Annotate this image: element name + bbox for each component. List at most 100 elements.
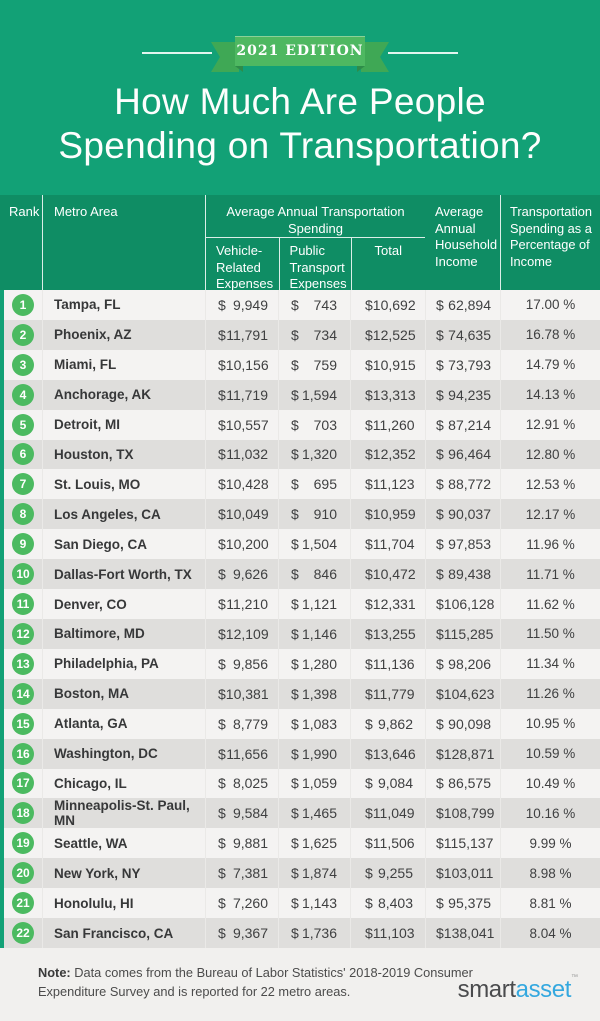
rank-cell: 19 bbox=[4, 828, 42, 858]
currency-symbol: $ bbox=[365, 416, 373, 433]
total-spending-cell: $ 10,692 bbox=[350, 290, 425, 320]
spending-percentage-cell: 9.99 % bbox=[500, 828, 600, 859]
currency-symbol: $ bbox=[365, 925, 373, 942]
vehicle-expenses-cell: $ 9,367 bbox=[205, 918, 278, 949]
currency-symbol: $ bbox=[291, 715, 299, 732]
vehicle-expenses-cell: $ 7,260 bbox=[205, 888, 278, 919]
total-spending-cell: $ 11,704 bbox=[350, 529, 425, 560]
vehicle-expenses-amount: 12,109 bbox=[225, 625, 269, 642]
currency-symbol: $ bbox=[436, 925, 444, 942]
column-header-household-income: Average Annual Household Income bbox=[435, 204, 498, 269]
public-transport-amount: 1,990 bbox=[301, 745, 337, 762]
currency-symbol: $ bbox=[436, 476, 444, 493]
currency-symbol: $ bbox=[436, 416, 444, 433]
vehicle-expenses-amount: 9,949 bbox=[232, 296, 268, 313]
household-income-cell: $ 138,041 bbox=[425, 918, 500, 949]
household-income-cell: $ 90,037 bbox=[425, 499, 500, 530]
household-income-cell: $ 115,285 bbox=[425, 618, 500, 649]
currency-symbol: $ bbox=[365, 446, 373, 463]
household-income-cell: $ 104,623 bbox=[425, 678, 500, 709]
vehicle-expenses-amount: 11,719 bbox=[226, 386, 268, 403]
metro-area-cell: Miami, FL bbox=[42, 349, 205, 380]
rank-cell: 3 bbox=[4, 350, 42, 380]
total-spending-cell: $ 9,084 bbox=[350, 768, 425, 799]
column-subheaders: Vehicle-Related Expenses Public Transpor… bbox=[206, 238, 425, 293]
total-spending-amount: 9,084 bbox=[377, 775, 413, 792]
household-income-amount: 104,623 bbox=[443, 685, 495, 702]
currency-symbol: $ bbox=[218, 356, 226, 373]
vehicle-expenses-amount: 8,025 bbox=[232, 775, 268, 792]
rank-badge: 5 bbox=[12, 413, 34, 436]
public-transport-cell: $ 1,594 bbox=[278, 379, 350, 410]
household-income-amount: 106,128 bbox=[443, 596, 495, 613]
currency-symbol: $ bbox=[291, 925, 299, 942]
rank-cell: 4 bbox=[4, 380, 42, 410]
currency-symbol: $ bbox=[365, 476, 373, 493]
household-income-amount: 138,041 bbox=[443, 925, 495, 942]
table-row: 20 New York, NY $ 7,381 $ 1,874 $ 9,255 … bbox=[4, 858, 600, 889]
metro-area-cell: St. Louis, MO bbox=[42, 469, 205, 500]
metro-area-cell: San Diego, CA bbox=[42, 529, 205, 560]
currency-symbol: $ bbox=[291, 865, 299, 882]
public-transport-cell: $ 1,874 bbox=[278, 858, 350, 889]
spending-percentage-cell: 8.04 % bbox=[500, 918, 600, 949]
vehicle-expenses-cell: $ 10,557 bbox=[205, 409, 278, 440]
total-spending-amount: 9,862 bbox=[377, 715, 413, 732]
household-income-amount: 97,853 bbox=[448, 536, 491, 553]
household-income-amount: 87,214 bbox=[448, 416, 491, 433]
rank-badge: 3 bbox=[12, 353, 34, 376]
vehicle-expenses-amount: 10,049 bbox=[225, 506, 269, 523]
table-row: 7 St. Louis, MO $ 10,428 $ 695 $ 11,123 … bbox=[4, 469, 600, 500]
household-income-cell: $ 86,575 bbox=[425, 768, 500, 799]
column-header-rank: Rank bbox=[9, 204, 40, 219]
table-row: 22 San Francisco, CA $ 9,367 $ 1,736 $ 1… bbox=[4, 918, 600, 949]
public-transport-cell: $ 1,146 bbox=[278, 618, 350, 649]
metro-area-cell: Philadelphia, PA bbox=[42, 648, 205, 679]
metro-area-cell: Minneapolis-St. Paul, MN bbox=[42, 798, 205, 829]
page-title: How Much Are People Spending on Transpor… bbox=[0, 80, 600, 168]
household-income-amount: 89,438 bbox=[448, 566, 491, 583]
total-spending-cell: $ 11,506 bbox=[350, 828, 425, 859]
household-income-cell: $ 94,235 bbox=[425, 379, 500, 410]
spending-percentage-cell: 12.17 % bbox=[500, 499, 600, 530]
household-income-cell: $ 98,206 bbox=[425, 648, 500, 679]
currency-symbol: $ bbox=[218, 835, 226, 852]
vehicle-expenses-amount: 10,381 bbox=[225, 685, 269, 702]
household-income-cell: $ 89,438 bbox=[425, 559, 500, 590]
currency-symbol: $ bbox=[218, 625, 226, 642]
public-transport-amount: 743 bbox=[313, 296, 337, 313]
household-income-amount: 90,098 bbox=[448, 715, 491, 732]
vehicle-expenses-cell: $ 9,626 bbox=[205, 559, 278, 590]
vehicle-expenses-amount: 9,856 bbox=[232, 655, 268, 672]
currency-symbol: $ bbox=[291, 326, 299, 343]
public-transport-amount: 910 bbox=[313, 506, 337, 523]
household-income-cell: $ 128,871 bbox=[425, 738, 500, 769]
table-rows: 1 Tampa, FL $ 9,949 $ 743 $ 10,692 $ 62,… bbox=[0, 290, 600, 949]
household-income-cell: $ 62,894 bbox=[425, 290, 500, 320]
table-row: 2 Phoenix, AZ $ 11,791 $ 734 $ 12,525 $ … bbox=[4, 319, 600, 350]
vehicle-expenses-cell: $ 11,791 bbox=[205, 319, 278, 350]
metro-area-cell: Anchorage, AK bbox=[42, 379, 205, 410]
rank-badge: 13 bbox=[12, 652, 34, 675]
rank-badge: 9 bbox=[12, 533, 34, 556]
metro-area-cell: Phoenix, AZ bbox=[42, 319, 205, 350]
currency-symbol: $ bbox=[291, 356, 299, 373]
vehicle-expenses-amount: 9,367 bbox=[232, 925, 268, 942]
currency-symbol: $ bbox=[291, 506, 299, 523]
spending-percentage-cell: 8.81 % bbox=[500, 888, 600, 919]
edition-badge: 2021 EDITION bbox=[235, 36, 365, 66]
spending-percentage-cell: 11.50 % bbox=[500, 618, 600, 649]
vehicle-expenses-cell: $ 10,049 bbox=[205, 499, 278, 530]
currency-symbol: $ bbox=[291, 745, 299, 762]
currency-symbol: $ bbox=[365, 506, 373, 523]
currency-symbol: $ bbox=[436, 775, 444, 792]
household-income-cell: $ 108,799 bbox=[425, 798, 500, 829]
rank-badge: 10 bbox=[12, 563, 34, 586]
public-transport-cell: $ 703 bbox=[278, 409, 350, 440]
currency-symbol: $ bbox=[365, 296, 373, 313]
public-transport-amount: 734 bbox=[313, 326, 337, 343]
household-income-cell: $ 103,011 bbox=[425, 858, 500, 889]
currency-symbol: $ bbox=[218, 895, 226, 912]
rank-cell: 20 bbox=[4, 858, 42, 888]
metro-area-cell: San Francisco, CA bbox=[42, 918, 205, 949]
